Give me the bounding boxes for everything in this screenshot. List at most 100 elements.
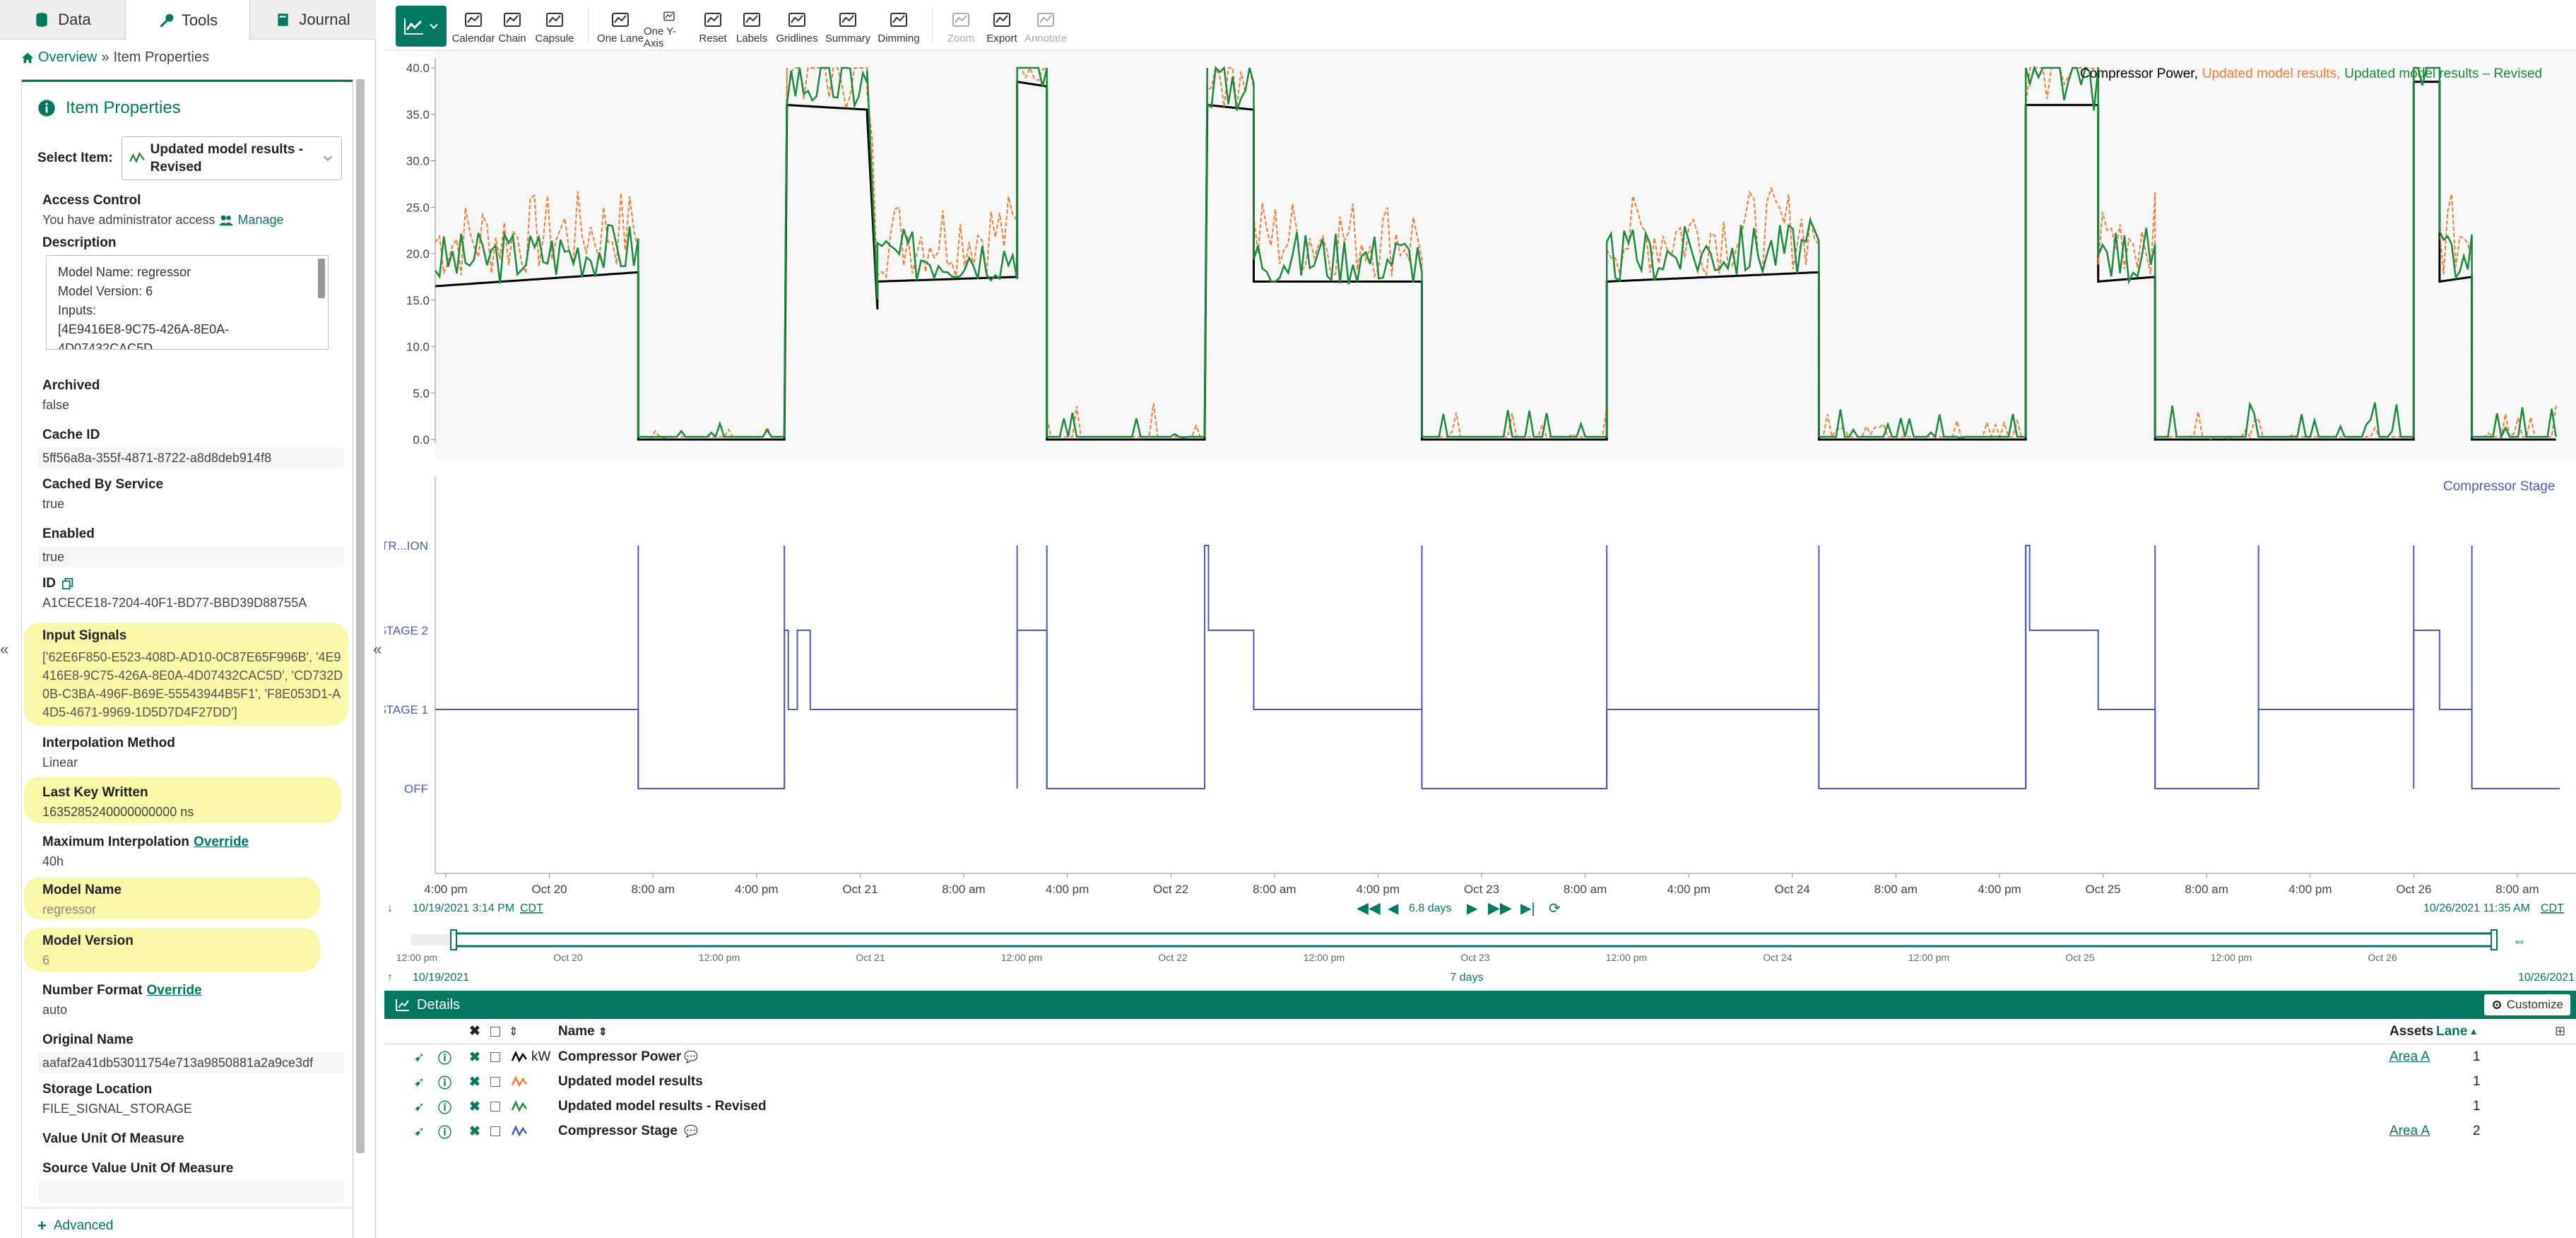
database-icon (36, 13, 47, 27)
comment-icon[interactable]: 💬 (684, 1051, 698, 1063)
series-color-icon[interactable] (512, 1125, 527, 1138)
step-back-icon[interactable]: ◀ (1388, 901, 1399, 916)
end-tz[interactable]: CDT (2541, 902, 2564, 914)
navigator-right-handle[interactable] (2491, 929, 2498, 950)
skip-end-icon[interactable]: ▶| (1520, 901, 1535, 916)
number-format-override-link[interactable]: Override (146, 983, 202, 998)
refresh-icon[interactable]: ⟳ (1549, 901, 1561, 916)
toolbar-export-button[interactable]: Export (981, 0, 1023, 49)
stage-label: STAGE 1 (384, 703, 428, 717)
toolbar-dimming-button[interactable]: Dimming (874, 0, 923, 49)
toolbar-one-y-axis-button[interactable]: One Y-Axis (644, 0, 695, 49)
left-panel-scrollbar[interactable] (356, 79, 365, 1153)
sort-lane-icon[interactable]: ▴ (2471, 1025, 2476, 1037)
max-interpolation-override-link[interactable]: Override (193, 835, 249, 849)
breadcrumb-overview[interactable]: Overview (38, 49, 98, 65)
collapse-panel-icon[interactable]: « (373, 640, 382, 658)
trend-chart[interactable]: 40.0 35.0 30.0 25.0 20.0 15.0 10.0 5.0 0.0 TR...… (384, 51, 2576, 991)
start-arrow-icon[interactable]: ↓ (387, 902, 393, 914)
navigator-zoom-icon[interactable]: ⇔ (2512, 933, 2527, 949)
series-color-icon[interactable] (512, 1100, 527, 1113)
tab-tools[interactable]: Tools (125, 0, 250, 40)
toolbar-one-lane-button[interactable]: One Lane (597, 0, 644, 49)
remove-all-icon[interactable]: ✖ (469, 1024, 480, 1039)
series-updated-model-results-revised[interactable] (434, 65, 2557, 440)
toolbar-chain-button[interactable]: Chain (495, 0, 530, 49)
row-asset[interactable]: Area A (2389, 1124, 2430, 1138)
remove-icon[interactable]: ✖ (469, 1124, 480, 1139)
navigator-left-handle[interactable] (450, 929, 457, 950)
id-label: ID (42, 576, 56, 591)
toolbar-gridlines-button[interactable]: Gridlines (772, 0, 822, 49)
info-icon[interactable]: ⓘ (438, 1100, 452, 1116)
toolbar-calendar-button[interactable]: Calendar (452, 0, 495, 49)
info-icon[interactable]: ⓘ (438, 1051, 452, 1066)
row-name[interactable]: Compressor Stage (558, 1124, 678, 1138)
toolbar-button-label: Annotate (1024, 33, 1068, 45)
toolbar-summary-button[interactable]: Summary (822, 0, 874, 49)
advanced-section[interactable]: + Advanced (22, 1208, 353, 1235)
input-signals-highlight (23, 623, 348, 726)
col-lane[interactable]: Lane ▴ (2436, 1024, 2476, 1039)
rocket-icon[interactable]: ➹ (414, 1074, 425, 1089)
remove-icon[interactable]: ✖ (469, 1074, 480, 1090)
trend-view-button[interactable] (396, 6, 447, 47)
toolbar-annotate-button[interactable]: Annotate (1023, 0, 1068, 49)
toolbar-capsule-button[interactable]: Capsule (530, 0, 579, 49)
info-icon[interactable]: ⓘ (438, 1075, 452, 1091)
row-name[interactable]: Updated model results - Revised (558, 1099, 767, 1114)
description-scrollbar[interactable] (318, 259, 325, 298)
column-settings-icon[interactable]: ⊞ (2555, 1024, 2566, 1038)
rocket-icon[interactable]: ➹ (414, 1099, 425, 1114)
row-checkbox[interactable] (490, 1126, 500, 1136)
table-row[interactable]: ➹ ⓘ ✖ kW Compressor Power Area A 1 💬 (384, 1044, 2576, 1070)
series-color-icon[interactable] (512, 1075, 527, 1088)
customize-button[interactable]: Customize (2483, 994, 2570, 1015)
description-textarea[interactable]: Model Name: regressor Model Version: 6 I… (46, 255, 329, 350)
series-color-icon[interactable] (512, 1051, 527, 1063)
row-checkbox[interactable] (490, 1052, 500, 1062)
end-time[interactable]: 10/26/2021 11:35 AM (2423, 902, 2530, 914)
navigator-selection[interactable] (454, 932, 2495, 948)
remove-icon[interactable]: ✖ (469, 1099, 480, 1114)
sort-icon[interactable]: ⇕ (509, 1025, 519, 1038)
rocket-icon[interactable]: ➹ (414, 1049, 425, 1064)
col-name[interactable]: Name ⇕ (558, 1024, 608, 1039)
manage-link[interactable]: Manage (237, 213, 284, 227)
comment-icon[interactable]: 💬 (684, 1126, 698, 1138)
nav-start-arrow-icon[interactable]: ↑ (387, 972, 393, 984)
row-name[interactable]: Updated model results (558, 1074, 703, 1089)
copy-icon[interactable] (61, 577, 74, 590)
row-name[interactable]: Compressor Power (558, 1049, 682, 1064)
table-row[interactable]: ➹ ⓘ ✖ Updated model results 1 (384, 1069, 2576, 1095)
select-all-checkbox[interactable] (490, 1026, 500, 1037)
step-forward-icon[interactable]: ▶ (1467, 901, 1478, 916)
nav-end-date[interactable]: 10/26/2021 (2518, 972, 2575, 984)
id-value: A1CECE18-7204-40F1-BD77-BBD39D88755A (42, 596, 307, 610)
tab-journal[interactable]: Journal (250, 0, 375, 40)
tab-journal-label: Journal (299, 11, 350, 28)
toolbar-labels-button[interactable]: Labels (731, 0, 772, 49)
series-compressor-power[interactable] (435, 80, 2556, 441)
select-item-dropdown[interactable]: Updated model results - Revised (121, 136, 342, 180)
start-tz[interactable]: CDT (520, 902, 543, 914)
row-asset[interactable]: Area A (2389, 1049, 2430, 1064)
duration-label[interactable]: 6.8 days (1409, 902, 1451, 914)
step-back-full-icon[interactable]: ◀◀ (1357, 899, 1381, 916)
info-icon[interactable]: ⓘ (438, 1125, 452, 1140)
toolbar-reset-button[interactable]: Reset (695, 0, 731, 49)
toolbar-zoom-button[interactable]: Zoom (941, 0, 981, 49)
start-time[interactable]: 10/19/2021 3:14 PM (413, 902, 514, 914)
step-forward-full-icon[interactable]: ▶▶ (1488, 899, 1512, 916)
tab-data[interactable]: Data (0, 0, 125, 40)
table-row[interactable]: ➹ ⓘ ✖ Compressor Stage Area A 2 💬 (384, 1119, 2576, 1144)
nav-start-date[interactable]: 10/19/2021 (413, 972, 469, 984)
sort-name-icon[interactable]: ⇕ (598, 1025, 608, 1038)
remove-icon[interactable]: ✖ (469, 1049, 480, 1065)
row-checkbox[interactable] (490, 1102, 500, 1112)
row-checkbox[interactable] (490, 1077, 500, 1087)
table-row[interactable]: ➹ ⓘ ✖ Updated model results - Revised 1 (384, 1094, 2576, 1119)
rocket-icon[interactable]: ➹ (414, 1124, 425, 1138)
col-assets[interactable]: Assets (2389, 1023, 2434, 1039)
collapse-left-icon[interactable]: « (0, 640, 9, 658)
